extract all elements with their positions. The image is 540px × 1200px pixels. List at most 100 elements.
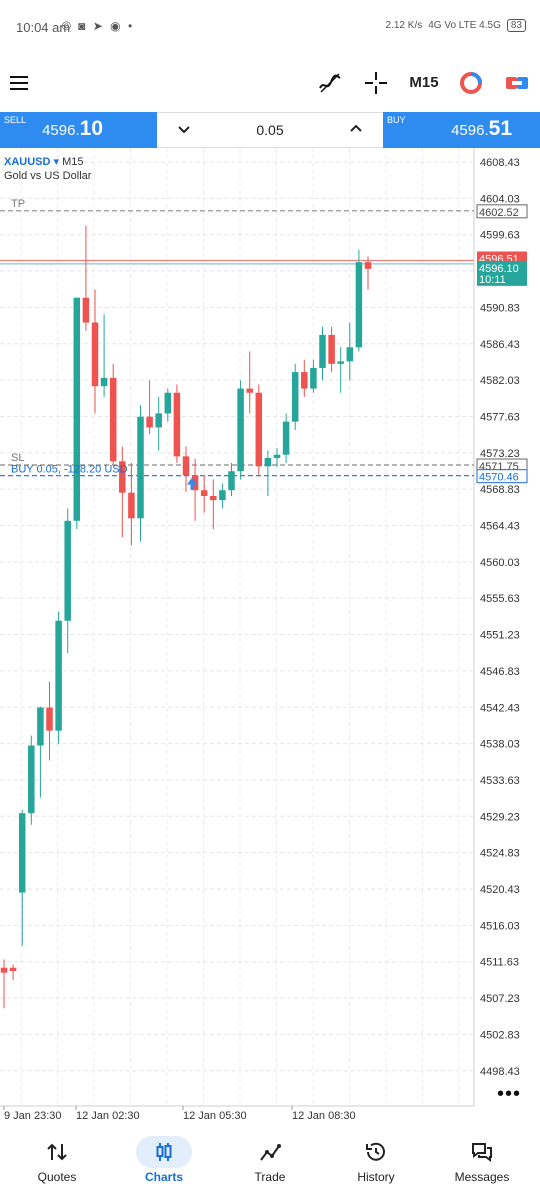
candle-body [64,520,71,621]
candle-body [219,490,226,501]
time-tick-label: 12 Jan 05:30 [183,1110,247,1122]
objects-icon[interactable] [458,70,484,96]
position-label: BUY 0.05, -128.20 USD [11,464,128,476]
candle-body [146,416,153,428]
price-tick-label: 4560.03 [480,557,520,569]
sell-button[interactable]: SELL 4596. 10 [0,112,157,148]
price-tick-label: 4586.43 [480,339,520,351]
candle-body [119,461,126,493]
candle-body [346,347,354,362]
tp-price-tag: 4602.52 [479,207,519,219]
candle-body [282,421,290,455]
timeframe-button[interactable]: M15 [409,74,439,91]
price-tick-label: 4498.43 [480,1066,520,1078]
bottom-nav: Quotes Charts Trade History Messages [0,1128,540,1200]
entry-price-tag: 4570.46 [479,472,519,484]
price-tick-label: 4529.23 [480,811,520,823]
chart-header: XAUUSD ▾ M15 Gold vs US Dollar [4,155,91,182]
trade-icon [260,1144,281,1161]
candle-body [273,454,281,459]
candle-countdown: 10:11 [479,274,506,286]
price-tick-label: 4507.23 [480,993,520,1005]
price-tick-label: 4538.03 [480,739,520,751]
one-click-trade-icon[interactable] [504,70,530,96]
candle-body [355,262,363,348]
time-tick-label: 12 Jan 02:30 [76,1110,140,1122]
volume-value[interactable]: 0.05 [256,122,284,138]
sl-label: SL [11,452,24,464]
nav-history[interactable]: History [322,1128,430,1200]
net-speed: 2.12 K/s [385,20,423,31]
status-time: 10:04 am [16,20,71,35]
candle-body [301,372,308,389]
crosshair-icon[interactable] [363,70,389,96]
chart-timeframe: M15 [62,156,84,168]
volume-decrease-icon[interactable] [177,122,191,136]
charts-icon [156,1143,172,1161]
price-tick-label: 4533.63 [480,775,520,787]
candle-body [28,745,35,814]
price-tick-label: 4604.03 [480,193,520,205]
menu-icon[interactable] [10,76,28,90]
buy-button[interactable]: BUY 4596. 51 [383,112,540,148]
candle-body [109,377,117,462]
sell-price: 4596. 10 [42,117,103,140]
buy-label: BUY [387,115,406,125]
candle-body [164,392,172,414]
status-right: 2.12 K/s 4G Vo LTE 4.5G 83 [386,19,526,32]
candle-body [210,496,217,501]
nav-quotes[interactable]: Quotes [3,1128,111,1200]
price-tick-label: 4516.03 [480,920,520,932]
price-tick-label: 4551.23 [480,630,520,642]
network-icon: 4G Vo LTE 4.5G [428,20,501,31]
entry-price-tag-bg [476,469,528,484]
candle-body [182,456,190,476]
volume-increase-icon[interactable] [349,122,363,136]
more-options-icon[interactable]: ••• [497,1083,522,1105]
nav-trade[interactable]: Trade [216,1128,324,1200]
chart-symbol[interactable]: XAUUSD [4,156,51,168]
chart-description: Gold vs US Dollar [4,170,92,182]
active-pill [136,1136,192,1168]
price-tick-label: 4555.63 [480,593,520,605]
nav-messages[interactable]: Messages [428,1128,536,1200]
tp-price-tag-bg [476,204,528,219]
sell-label: SELL [4,115,27,125]
quotes-icon [47,1143,67,1161]
trade-bar: SELL 4596. 10 0.05 BUY 4596. 51 [0,112,540,148]
candle-body [37,707,44,746]
price-tick-label: 4590.83 [480,302,520,314]
candle-body [237,388,244,472]
volume-control: 0.05 [157,112,383,148]
candle-body [291,372,299,422]
price-tick-label: 4577.63 [480,411,520,423]
indicators-icon[interactable] [317,70,343,96]
candle-body [310,367,317,389]
price-tick-label: 4524.83 [480,848,520,860]
candle-body [264,458,272,467]
price-tick-label: 4546.83 [480,666,520,678]
messages-icon [472,1143,492,1162]
price-tick-label: 4582.03 [480,375,520,387]
candle-body [364,262,372,269]
candle-body [228,471,235,491]
price-chart[interactable]: 4608.434604.034599.634595.234590.834586.… [0,148,540,1128]
nav-charts[interactable]: Charts [110,1128,218,1200]
candle-body [55,620,62,731]
time-tick-label: 9 Jan 23:30 [4,1110,62,1122]
candle-body [82,297,90,323]
candle-body [73,297,81,521]
candle-body [319,334,326,368]
candle-body [255,392,263,467]
price-tick-label: 4520.43 [480,884,520,896]
candle-body [18,813,26,893]
history-icon [366,1142,385,1161]
symbol-caret[interactable]: ▾ [53,156,60,168]
candle-body [246,388,253,393]
candle-body [128,492,135,519]
candle-body [9,967,17,972]
battery-icon: 83 [506,19,526,32]
candle-body [200,490,208,497]
candle-body [91,322,99,387]
candle-body [337,361,344,364]
